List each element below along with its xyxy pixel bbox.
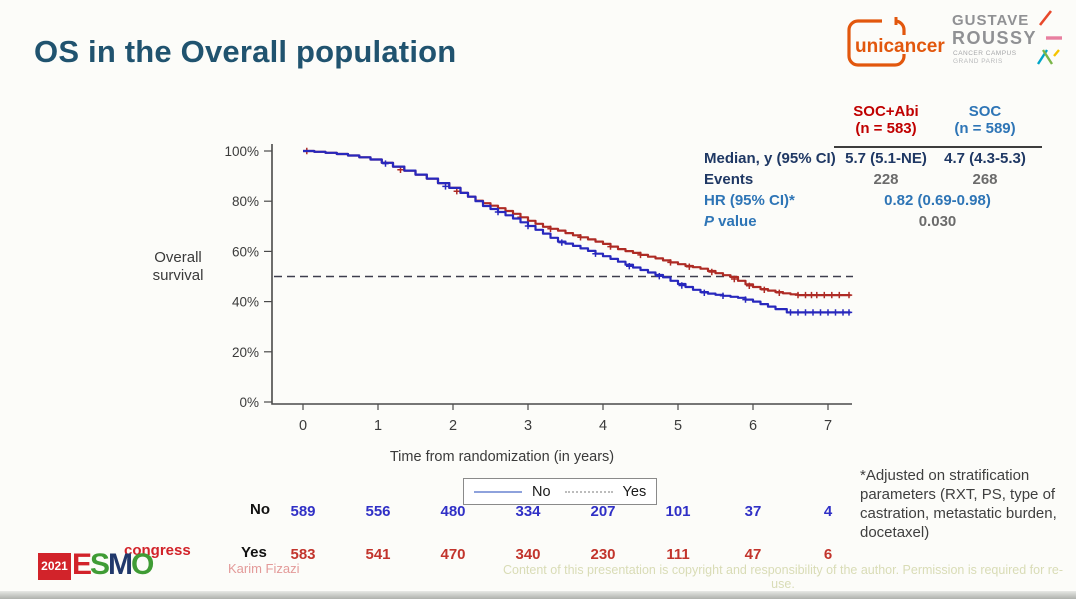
median-soc: 4.7 (4.3-5.3) [944,150,1026,167]
y-tick-label: 20% [232,345,259,360]
at-risk-count: 480 [440,503,465,520]
esmo-letter: M [108,548,133,581]
stats-table-rule [834,146,1042,148]
x-tick-label: 7 [824,418,832,434]
esmo-letter: E [72,548,92,581]
at-risk-count: 47 [745,546,762,563]
esmo-wordmark: ESMO [72,548,154,582]
stats-col-socabi: SOC+Abi (n = 583) [853,103,919,137]
at-risk-count: 340 [515,546,540,563]
footnote: *Adjusted on stratification parameters (… [860,467,1057,541]
bottom-bar [0,591,1076,599]
esmo-letter: S [90,548,110,581]
x-tick-label: 3 [524,418,532,434]
at-risk-count: 6 [824,546,832,563]
median-socabi: 5.7 (5.1-NE) [845,150,927,167]
svg-text:CANCER CAMPUS: CANCER CAMPUS [953,50,1017,57]
page-title: OS in the Overall population [34,34,457,69]
legend-label-no: No [532,483,551,500]
axes [271,144,852,405]
y-axis-title: Overall survival [152,249,204,284]
survival-curve-no [303,149,851,314]
copyright-notice: Content of this presentation is copyrigh… [502,563,1063,591]
x-tick-label: 0 [299,418,307,434]
survival-curve-yes [303,149,851,297]
at-risk-count: 207 [590,503,615,520]
at-risk-count: 556 [365,503,390,520]
hr-value: 0.82 (0.69-0.98) [884,192,991,209]
svg-text:GUSTAVE: GUSTAVE [952,12,1029,29]
at-risk-count: 111 [666,546,689,563]
legend-line-yes [564,490,613,493]
events-socabi: 228 [873,171,899,188]
at-risk-count: 230 [590,546,615,563]
y-tick-label: 100% [224,144,259,159]
stats-row-events-label: Events [704,171,754,188]
x-tick-label: 4 [599,418,607,434]
esmo-year-badge: 2021 [38,553,71,580]
unicancer-wordmark: unicancer [855,36,945,57]
at-risk-count: 583 [290,546,315,563]
svg-text:GRAND PARIS: GRAND PARIS [953,58,1003,65]
x-tick-label: 1 [374,418,382,434]
risk-row-label-yes: Yes [241,544,267,561]
at-risk-count: 334 [515,503,541,520]
stats-row-pvalue-label: P value [704,213,757,230]
x-tick-label: 2 [449,418,457,434]
plot-legend: No Yes [463,478,657,505]
esmo-letter: O [131,548,154,581]
legend-line-no [474,490,522,493]
stats-row-hr-label: HR (95% CI)* [704,192,795,209]
esmo-logo: congress 2021 ESMO [38,542,208,590]
censor-marks-no [382,160,853,316]
at-risk-count: 470 [440,546,465,563]
esmo-congress-label: congress [124,542,191,559]
at-risk-count: 101 [665,503,690,520]
y-tick-label: 80% [232,194,259,209]
stats-row-median-label: Median, y (95% CI) [704,150,836,167]
x-axis-title: Time from randomization (in years) [389,449,615,465]
x-tick-label: 5 [674,418,682,434]
stats-col-soc: SOC (n = 589) [954,103,1016,137]
at-risk-count: 4 [824,503,833,520]
y-tick-label: 60% [232,244,259,259]
legend-label-yes: Yes [622,483,647,500]
x-tick-label: 6 [749,418,757,434]
at-risk-count: 37 [745,503,762,520]
at-risk-count: 541 [365,546,390,563]
svg-text:ROUSSY: ROUSSY [952,28,1037,48]
y-tick-label: 0% [239,395,259,410]
p-value: 0.030 [918,213,957,230]
unicancer-logo: unicancer [847,17,956,67]
author-name: Karim Fizazi [228,561,300,576]
y-tick-label: 40% [232,295,259,310]
at-risk-count: 589 [290,503,315,520]
gustave-roussy-logo: GUSTAVE ROUSSY CANCER CAMPUS GRAND PARIS [952,10,1062,65]
risk-row-label-no: No [250,501,270,518]
events-soc: 268 [972,171,998,188]
